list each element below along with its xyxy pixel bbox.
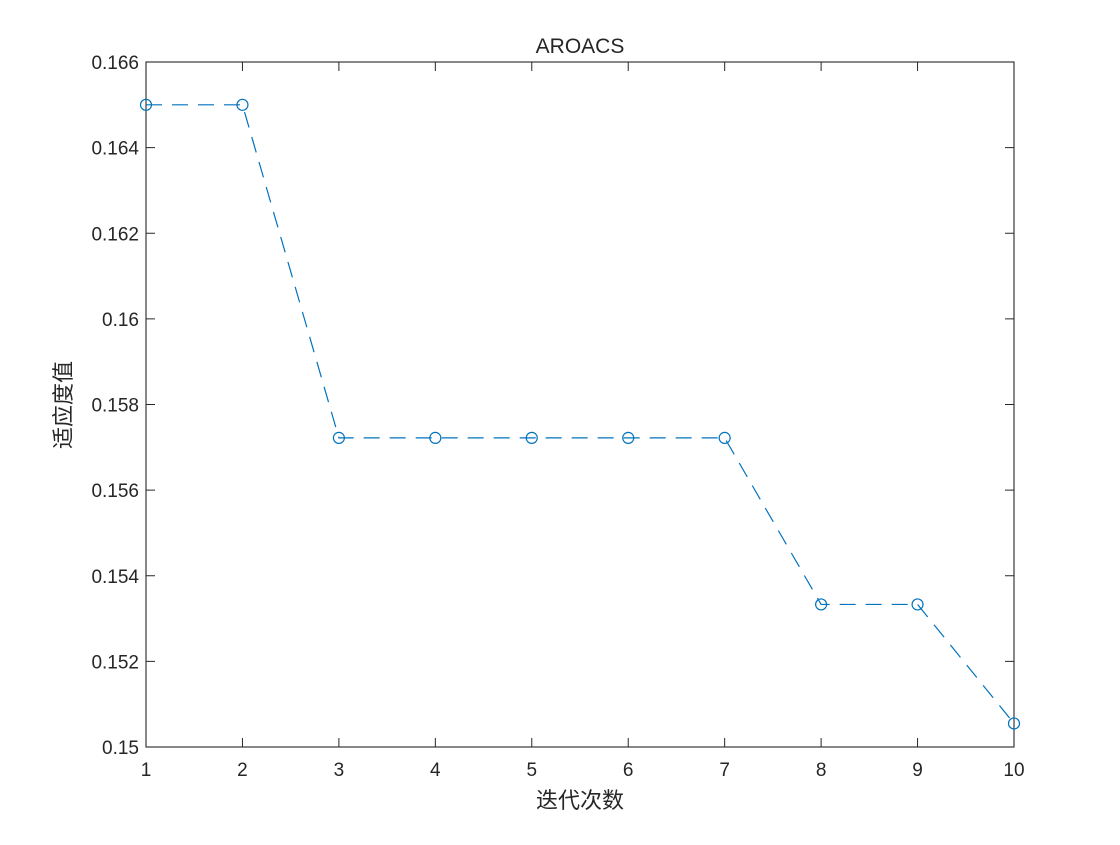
y-tick-label: 0.166 bbox=[91, 53, 139, 74]
plot-frame bbox=[145, 61, 1015, 748]
data-point bbox=[911, 598, 924, 611]
series-line bbox=[146, 104, 1015, 724]
data-point bbox=[139, 98, 153, 111]
x-tick-label: 4 bbox=[430, 760, 441, 781]
x-tick-label: 5 bbox=[526, 760, 537, 781]
y-axis-label: 适应度值 bbox=[51, 361, 76, 449]
x-tick-label: 2 bbox=[237, 760, 248, 781]
series-layer bbox=[139, 98, 1021, 730]
y-tick-label: 0.164 bbox=[91, 139, 139, 160]
y-tick-label: 0.156 bbox=[91, 481, 139, 502]
chart-title: AROACS bbox=[536, 35, 625, 58]
y-axis-ticks: 0.15 0.152 0.154 0.156 0.158 0.16 0.162 0.164 0.… bbox=[91, 53, 1014, 759]
data-point bbox=[1007, 717, 1021, 730]
x-tick-label: 8 bbox=[816, 760, 827, 781]
data-point bbox=[236, 98, 249, 111]
data-point bbox=[622, 431, 635, 444]
x-tick-label: 9 bbox=[912, 760, 923, 781]
x-tick-label: 1 bbox=[141, 760, 152, 781]
x-axis-label: 迭代次数 bbox=[536, 788, 624, 813]
x-tick-label: 3 bbox=[334, 760, 345, 781]
data-point bbox=[525, 431, 538, 444]
data-point bbox=[718, 431, 731, 444]
y-tick-label: 0.15 bbox=[102, 738, 139, 759]
data-point bbox=[429, 431, 442, 444]
x-tick-label: 10 bbox=[1003, 760, 1024, 781]
plot-area bbox=[145, 61, 1015, 748]
y-tick-label: 0.154 bbox=[91, 567, 139, 588]
y-tick-label: 0.162 bbox=[91, 224, 139, 245]
x-tick-label: 6 bbox=[623, 760, 634, 781]
data-point bbox=[332, 431, 345, 444]
x-tick-label: 7 bbox=[719, 760, 730, 781]
data-point bbox=[815, 598, 828, 611]
y-tick-label: 0.16 bbox=[102, 310, 139, 331]
y-tick-label: 0.152 bbox=[91, 652, 139, 673]
y-tick-label: 0.158 bbox=[91, 396, 139, 417]
x-axis-ticks: 1 2 3 4 5 6 7 8 9 10 bbox=[141, 62, 1025, 781]
